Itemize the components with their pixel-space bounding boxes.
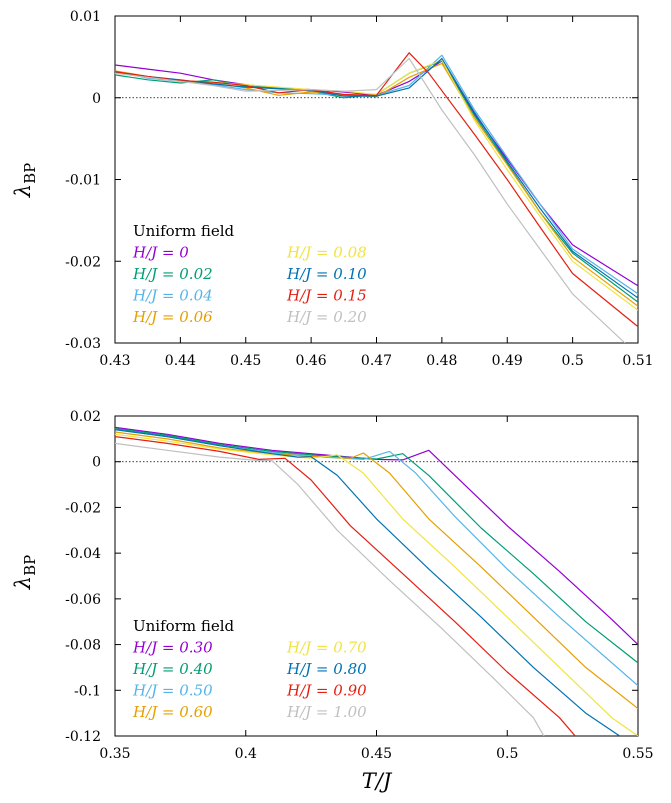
legend-entry: H/J = 0.08 xyxy=(286,244,367,262)
x-axis-label: T/J xyxy=(362,769,393,793)
x-tick-label: 0.46 xyxy=(296,353,327,369)
x-tick-label: 0.45 xyxy=(230,353,261,369)
y-tick-label: -0.02 xyxy=(65,500,101,516)
legend-entry: H/J = 1.00 xyxy=(286,703,367,721)
series-line-3 xyxy=(115,431,638,710)
legend-entry: H/J = 0.10 xyxy=(286,265,367,283)
y-tick-label: 0.01 xyxy=(70,9,101,25)
series-line-4 xyxy=(115,433,638,736)
x-tick-label: 0.44 xyxy=(165,353,196,369)
legend-entry: H/J = 0 xyxy=(132,244,189,262)
y-axis-label: λBP xyxy=(11,555,39,590)
legend-entry: H/J = 0.30 xyxy=(132,639,213,657)
y-tick-label: -0.04 xyxy=(65,546,101,562)
legend: Uniform field H/J = 0 H/J = 0.02 H/J = 0.04… xyxy=(132,222,367,326)
series-line-5 xyxy=(115,429,621,736)
legend-entry: H/J = 0.40 xyxy=(132,660,213,678)
y-tick-label: -0.02 xyxy=(65,254,101,270)
x-tick-label: 0.35 xyxy=(99,746,130,762)
y-tick-label: -0.01 xyxy=(65,173,101,189)
series-group xyxy=(115,52,638,343)
series-line-0 xyxy=(115,426,638,646)
series-line-6 xyxy=(115,52,638,328)
top-panel: 0.43 0.44 0.45 0.46 0.47 0.48 0.49 0.5 0.51 -0.03… xyxy=(11,9,654,369)
x-tick-label: 0.48 xyxy=(426,353,457,369)
legend-title: Uniform field xyxy=(133,222,235,240)
legend-entry: H/J = 0.50 xyxy=(132,682,213,700)
series-group xyxy=(115,426,638,736)
y-tick-label: 0.02 xyxy=(70,409,101,425)
y-tick-label: -0.08 xyxy=(65,638,101,654)
x-tick-label: 0.49 xyxy=(492,353,523,369)
x-tick-label: 0.47 xyxy=(361,353,392,369)
x-tick-label: 0.5 xyxy=(496,746,518,762)
legend-title: Uniform field xyxy=(133,617,235,635)
legend-entry: H/J = 0.06 xyxy=(132,308,213,326)
y-tick-label: 0 xyxy=(92,91,101,107)
legend-entry: H/J = 0.15 xyxy=(286,287,367,305)
y-tick-label: 0 xyxy=(92,455,101,471)
x-tick-label: 0.43 xyxy=(99,353,130,369)
legend-entry: H/J = 0.04 xyxy=(132,287,213,305)
y-tick-label: -0.1 xyxy=(74,683,101,699)
bottom-panel: 0.35 0.4 0.45 0.5 0.55 -0.12 -0.1 -0.08 -0.06 -0.… xyxy=(11,409,654,793)
y-tick-label: -0.03 xyxy=(65,336,101,352)
legend-entry: H/J = 0.20 xyxy=(286,308,367,326)
y-tick-label: -0.06 xyxy=(65,592,101,608)
legend-entry: H/J = 0.02 xyxy=(132,265,213,283)
legend-entry: H/J = 0.70 xyxy=(286,639,367,657)
x-tick-label: 0.5 xyxy=(561,353,583,369)
series-line-6 xyxy=(115,436,576,736)
legend-entry: H/J = 0.80 xyxy=(286,660,367,678)
legend-entry: H/J = 0.90 xyxy=(286,682,367,700)
series-line-1 xyxy=(115,428,638,664)
series-line-7 xyxy=(115,57,626,343)
legend-entry: H/J = 0.60 xyxy=(132,703,213,721)
series-line-7 xyxy=(115,442,545,736)
x-tick-label: 0.55 xyxy=(622,746,653,762)
y-axis-label: λBP xyxy=(11,163,39,198)
y-tick-label: -0.12 xyxy=(65,729,101,745)
series-line-2 xyxy=(115,54,638,295)
x-tick-label: 0.45 xyxy=(361,746,392,762)
x-tick-label: 0.51 xyxy=(622,353,653,369)
legend: Uniform field H/J = 0.30 H/J = 0.40 H/J = 0… xyxy=(132,617,367,721)
x-tick-label: 0.4 xyxy=(235,746,257,762)
